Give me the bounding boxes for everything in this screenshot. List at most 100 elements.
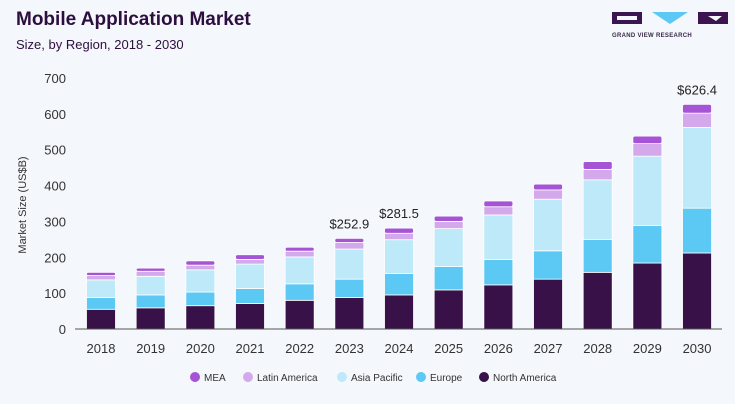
x-tick-label: 2025 bbox=[434, 341, 463, 356]
bar-stack-2019 bbox=[135, 267, 166, 330]
x-tick-label: 2024 bbox=[385, 341, 414, 356]
legend-swatch-icon bbox=[190, 372, 200, 382]
y-tick-label: 600 bbox=[44, 107, 66, 122]
legend-item-mea[interactable]: MEA bbox=[190, 372, 226, 384]
legend-label: Latin America bbox=[257, 373, 318, 384]
y-tick-label: 500 bbox=[44, 143, 66, 158]
bar-segment-north-america bbox=[483, 284, 514, 330]
x-tick-label: 2026 bbox=[484, 341, 513, 356]
bar-segment-europe bbox=[185, 291, 216, 307]
legend-item-latin-america[interactable]: Latin America bbox=[243, 372, 318, 384]
bar-segment-mea bbox=[185, 260, 216, 266]
bar-segment-europe bbox=[533, 250, 563, 280]
bar-segment-mea bbox=[582, 161, 613, 170]
bar-segment-mea bbox=[483, 200, 514, 208]
bar-segment-mea bbox=[86, 271, 116, 276]
bar-segment-latin-america bbox=[384, 232, 414, 241]
bar-segment-asia-pacific bbox=[682, 127, 712, 209]
bar-segment-north-america bbox=[384, 294, 414, 330]
x-tick-label: 2018 bbox=[87, 341, 116, 356]
bar-segment-latin-america bbox=[284, 250, 315, 258]
bar-segment-mea bbox=[682, 103, 712, 114]
bar-segment-mea bbox=[632, 135, 663, 145]
bar-segment-mea bbox=[235, 254, 265, 260]
bar-stack-2022 bbox=[284, 246, 315, 330]
bar-segment-north-america bbox=[135, 307, 166, 330]
y-tick-label: 0 bbox=[59, 322, 66, 337]
bar-segment-latin-america bbox=[433, 221, 464, 230]
x-tick-label: 2020 bbox=[186, 341, 215, 356]
bar-segment-europe bbox=[433, 266, 464, 291]
bar-stack-2018 bbox=[86, 271, 116, 330]
bar-segment-north-america bbox=[433, 289, 464, 330]
legend-item-europe[interactable]: Europe bbox=[416, 372, 463, 384]
bar-segment-mea bbox=[384, 227, 414, 234]
bar-segment-europe bbox=[632, 224, 663, 264]
legend-label: Asia Pacific bbox=[351, 373, 403, 384]
bar-segment-europe bbox=[682, 207, 712, 254]
y-axis-label: Market Size (US$B) bbox=[17, 156, 29, 253]
bar-segment-asia-pacific bbox=[582, 179, 613, 240]
bar-segment-mea bbox=[533, 183, 563, 191]
bar-segment-north-america bbox=[86, 308, 116, 330]
x-tick-label: 2030 bbox=[683, 341, 712, 356]
bar-segment-asia-pacific bbox=[185, 269, 216, 293]
bar-segment-europe bbox=[582, 238, 613, 273]
legend-item-asia-pacific[interactable]: Asia Pacific bbox=[337, 372, 403, 384]
legend-swatch-icon bbox=[337, 372, 347, 382]
bar-segment-europe bbox=[284, 283, 315, 301]
bar-segment-asia-pacific bbox=[86, 279, 116, 298]
bar-segment-europe bbox=[235, 288, 265, 304]
legend-label: MEA bbox=[204, 373, 226, 384]
bar-stack-2030 bbox=[682, 103, 712, 330]
legend-label: Europe bbox=[430, 373, 463, 384]
x-tick-label: 2023 bbox=[335, 341, 364, 356]
x-tick-label: 2019 bbox=[136, 341, 165, 356]
bar-segment-europe bbox=[384, 273, 414, 296]
bar-segment-latin-america bbox=[86, 275, 116, 281]
legend-item-north-america[interactable]: North America bbox=[479, 372, 557, 384]
chart-title: Mobile Application Market bbox=[16, 9, 251, 30]
bar-segment-north-america bbox=[582, 271, 613, 330]
bar-segment-asia-pacific bbox=[284, 256, 315, 285]
legend-swatch-icon bbox=[479, 372, 489, 382]
chart-subtitle: Size, by Region, 2018 - 2030 bbox=[16, 37, 184, 52]
bar-segment-asia-pacific bbox=[235, 263, 265, 289]
bar-segment-latin-america bbox=[235, 259, 265, 265]
x-tick-label: 2029 bbox=[633, 341, 662, 356]
bar-segment-europe bbox=[86, 297, 116, 310]
y-tick-label: 200 bbox=[44, 250, 66, 265]
bar-segment-latin-america bbox=[483, 206, 514, 216]
bar-segment-latin-america bbox=[334, 242, 365, 250]
data-label: $252.9 bbox=[329, 216, 369, 231]
bar-stack-2027 bbox=[533, 183, 563, 330]
bar-segment-north-america bbox=[185, 305, 216, 330]
bar-segment-latin-america bbox=[185, 264, 216, 271]
bar-stack-2028 bbox=[582, 161, 613, 330]
data-label: $626.4 bbox=[677, 82, 717, 97]
bar-segment-north-america bbox=[334, 297, 365, 330]
bar-segment-north-america bbox=[284, 299, 315, 330]
y-tick-label: 400 bbox=[44, 179, 66, 194]
bar-segment-latin-america bbox=[533, 189, 563, 200]
logo-mark-icon bbox=[612, 12, 728, 24]
bar-stack-2029 bbox=[632, 135, 663, 330]
logo-text: GRAND VIEW RESEARCH bbox=[612, 33, 693, 39]
bar-segment-north-america bbox=[235, 303, 265, 330]
y-tick-label: 700 bbox=[44, 71, 66, 86]
bar-segment-north-america bbox=[632, 262, 663, 330]
bar-segment-europe bbox=[483, 259, 514, 286]
legend-swatch-icon bbox=[243, 372, 253, 382]
grand-view-research-logo: GRAND VIEW RESEARCH bbox=[612, 12, 730, 39]
bar-segment-mea bbox=[284, 246, 315, 252]
bar-stack-2026 bbox=[483, 200, 514, 330]
bar-segment-asia-pacific bbox=[135, 275, 166, 296]
y-tick-label: 100 bbox=[44, 286, 66, 301]
bar-segment-mea bbox=[135, 267, 166, 272]
bar-stack-2021 bbox=[235, 254, 265, 330]
bar-stack-2025 bbox=[433, 215, 464, 330]
bar-segment-europe bbox=[135, 294, 166, 309]
bar-segment-latin-america bbox=[682, 112, 712, 128]
